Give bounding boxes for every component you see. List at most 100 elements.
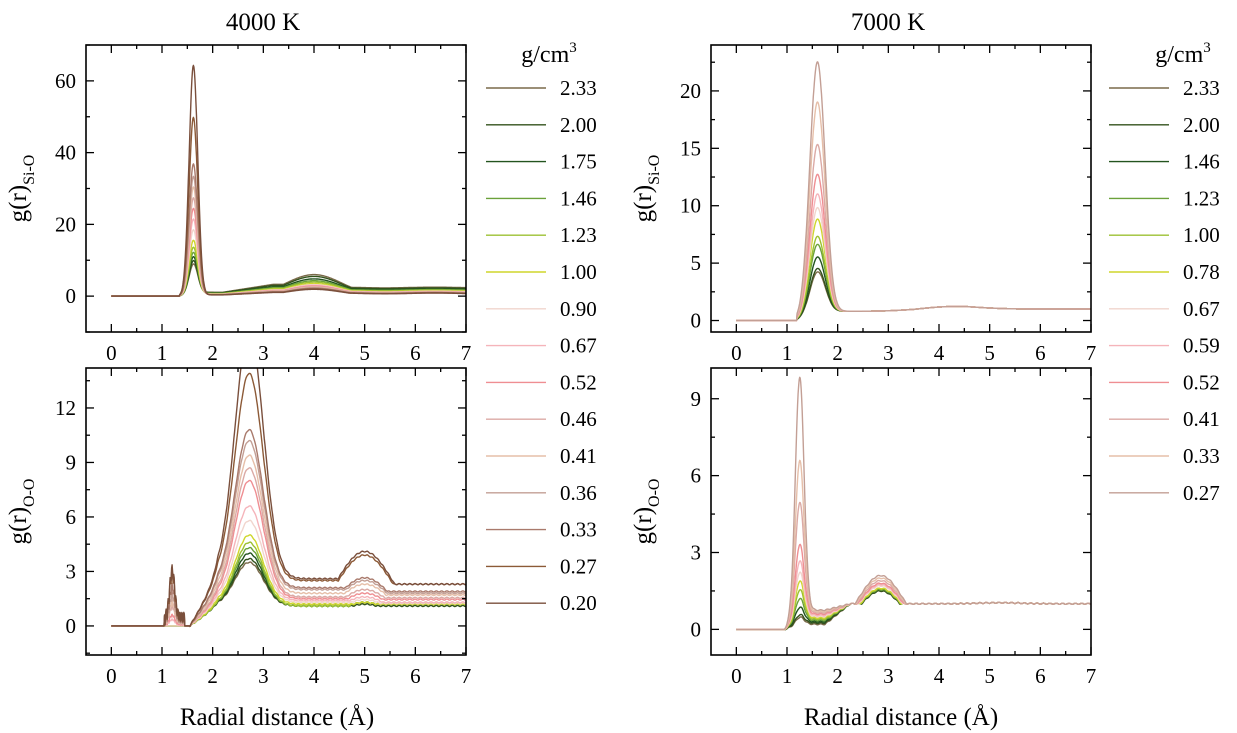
x-tick-label: 7 — [1086, 341, 1097, 365]
y-axis-label-sub: O-O — [646, 479, 663, 507]
series-group — [736, 376, 1091, 631]
y-tick-label: 0 — [66, 614, 77, 638]
legend-label: 1.00 — [1183, 223, 1220, 247]
legend-title-4000k: g/cm3 — [521, 40, 577, 68]
x-axis-label-left: Radial distance (Å) — [180, 704, 374, 731]
legend-label: 2.33 — [1183, 76, 1220, 100]
series-line-0-90 — [111, 519, 466, 628]
panel-7000k-o-o: 0 1 2 3 4 5 6 7 0 3 6 9 g(r)O-O — [630, 367, 1097, 688]
legend-label: 2.00 — [1183, 113, 1220, 137]
y-tick-label: 6 — [691, 464, 702, 488]
y-tick-label: 6 — [66, 505, 77, 529]
series-line-0-52 — [736, 173, 1091, 322]
x-tick-label: 2 — [832, 664, 843, 688]
series-group — [111, 368, 466, 628]
x-tick-label: 6 — [410, 664, 421, 688]
x-tick-label: 7 — [461, 664, 472, 688]
legend-label: 1.46 — [560, 186, 597, 210]
x-tick-label: 2 — [207, 341, 218, 365]
x-tick-label: 5 — [359, 664, 370, 688]
legend-label: 1.00 — [560, 260, 597, 284]
series-line-0-78 — [736, 218, 1091, 322]
series-line-1-46 — [736, 256, 1091, 322]
y-axis-label: g(r)Si-O — [5, 155, 38, 223]
x-tick-label: 3 — [258, 664, 269, 688]
series-line-2-33 — [736, 271, 1091, 322]
y-tick-label: 12 — [55, 396, 76, 420]
series-line-0-33 — [111, 428, 466, 628]
column-title-7000k: 7000 K — [851, 9, 925, 36]
series-line-0-27 — [111, 116, 466, 297]
x-tick-label: 5 — [984, 664, 995, 688]
y-axis-label-sub: O-O — [21, 479, 38, 507]
legend-label: 0.41 — [1183, 407, 1220, 431]
x-tick-label: 5 — [359, 341, 370, 365]
x-tick-label: 6 — [1035, 341, 1046, 365]
series-line-0-46 — [111, 467, 466, 628]
y-axis-label-main: g(r) — [5, 507, 32, 544]
series-line-0-52 — [111, 479, 466, 628]
legend-7000k: 2.33 2.00 1.46 1.23 1.00 0.78 0.67 0.59 0.52 0.41… — [1109, 76, 1220, 505]
series-line-0-41 — [736, 143, 1091, 322]
series-line-0-41 — [111, 186, 466, 297]
y-axis-label-main: g(r) — [630, 185, 657, 222]
y-tick-label: 40 — [55, 141, 76, 165]
y-tick-label: 9 — [691, 387, 702, 411]
x-tick-label: 7 — [1086, 664, 1097, 688]
y-axis-label: g(r)O-O — [5, 479, 38, 545]
x-tick-label: 0 — [731, 341, 742, 365]
series-line-0-27 — [111, 372, 466, 628]
x-tick-label: 2 — [207, 664, 218, 688]
legend-label: 0.52 — [1183, 370, 1220, 394]
plot-frame — [710, 44, 1092, 333]
legend-label: 0.67 — [1183, 297, 1220, 321]
series-line-0-27 — [736, 61, 1091, 322]
series-line-0-67 — [736, 206, 1091, 322]
legend-label: 0.59 — [1183, 334, 1220, 358]
y-tick-label: 10 — [680, 194, 701, 218]
legend-label: 1.23 — [1183, 186, 1220, 210]
x-tick-label: 5 — [984, 341, 995, 365]
column-title-4000k: 4000 K — [226, 9, 300, 36]
y-tick-label: 5 — [691, 251, 702, 275]
series-line-0-20 — [111, 368, 466, 628]
legend-title-sup: 3 — [569, 40, 577, 56]
y-tick-label: 0 — [66, 284, 77, 308]
x-tick-label: 4 — [934, 341, 945, 365]
legend-label: 0.27 — [560, 554, 597, 578]
series-line-1-00 — [111, 534, 466, 628]
series-line-0-67 — [111, 505, 466, 628]
y-axis-label-sub: Si-O — [646, 155, 663, 185]
series-line-0-33 — [111, 163, 466, 297]
x-tick-label: 4 — [309, 664, 320, 688]
legend-label: 0.20 — [560, 591, 597, 615]
x-tick-label: 2 — [832, 341, 843, 365]
x-tick-label: 3 — [883, 341, 894, 365]
series-line-0-59 — [736, 193, 1091, 322]
y-tick-label: 9 — [66, 450, 77, 474]
legend-label: 0.52 — [560, 370, 597, 394]
series-line-0-27 — [736, 376, 1091, 631]
x-tick-label: 1 — [157, 664, 168, 688]
y-tick-label: 20 — [680, 79, 701, 103]
legend-label: 0.36 — [560, 481, 597, 505]
legend-label: 0.33 — [1183, 444, 1220, 468]
legend-label: 0.67 — [560, 334, 597, 358]
plot-frame — [710, 367, 1092, 656]
y-axis-label-main: g(r) — [630, 507, 657, 544]
y-tick-label: 3 — [691, 541, 702, 565]
y-axis-label: g(r)O-O — [630, 479, 663, 545]
series-line-0-41 — [111, 454, 466, 628]
panel-7000k-si-o: 0 1 2 3 4 5 6 7 0 5 10 15 20 g(r)Si-O — [630, 44, 1097, 365]
series-line-0-33 — [736, 101, 1091, 322]
legend-label: 1.75 — [560, 150, 597, 174]
y-tick-label: 20 — [55, 212, 76, 236]
y-tick-label: 60 — [55, 69, 76, 93]
legend-label: 1.23 — [560, 223, 597, 247]
x-tick-label: 3 — [258, 341, 269, 365]
legend-title-text: g/cm — [1155, 42, 1203, 68]
x-tick-label: 0 — [106, 664, 117, 688]
y-tick-label: 3 — [66, 559, 77, 583]
series-group — [111, 64, 466, 297]
